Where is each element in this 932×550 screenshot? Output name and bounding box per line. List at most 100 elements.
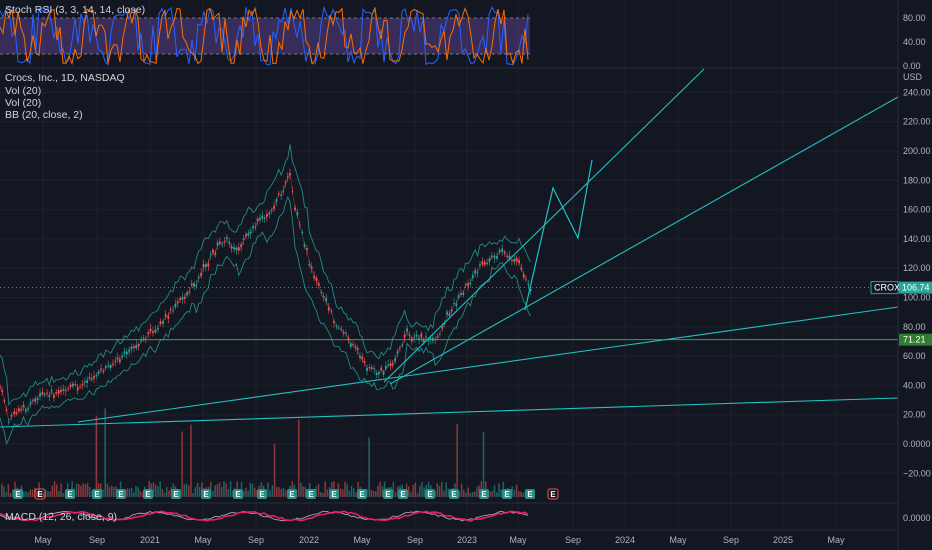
price-axis[interactable]: 240.00 220.00 200.00 180.00 160.00 140.00 120.… [903, 87, 931, 478]
volume-bar [342, 489, 344, 497]
price-candle [67, 388, 70, 390]
currency-label: USD [903, 72, 923, 82]
price-candle [20, 408, 23, 411]
macd-tick-label: 0.0000 [903, 513, 931, 523]
price-candle [15, 412, 18, 414]
price-candle [498, 249, 501, 252]
volume-bar [183, 484, 186, 497]
price-candle [441, 326, 444, 329]
volume-bar [106, 483, 109, 497]
indicator-label-3: BB (20, close, 2) [5, 109, 83, 121]
price-candle [439, 333, 441, 335]
price-candle [301, 231, 304, 233]
volume-bar [339, 488, 342, 497]
time-tick-label: Sep [407, 535, 423, 545]
price-candle [123, 351, 126, 353]
volume-bar [212, 490, 214, 497]
price-candle [501, 248, 504, 252]
macd-axis[interactable]: 0.0000 [903, 513, 931, 523]
volume-bar [36, 490, 38, 497]
volume-bar [460, 483, 463, 497]
volume-bar [89, 486, 91, 497]
price-candle [359, 355, 361, 358]
volume-bar [372, 490, 375, 497]
price-candle [488, 258, 491, 262]
volume-bar [276, 486, 278, 497]
volume-bar [49, 491, 51, 497]
volume-bar [489, 491, 491, 497]
volume-bar [137, 487, 139, 497]
price-candle [233, 247, 235, 250]
volume-bar [471, 491, 474, 497]
price-candle [382, 371, 385, 375]
volume-bar [412, 484, 414, 497]
time-axis[interactable]: May Sep 2021 May Sep 2022 May Sep 2023 May Sep 2024… [0, 529, 898, 545]
bollinger-upper [0, 144, 531, 406]
price-candle [256, 218, 259, 222]
price-candle [112, 363, 114, 365]
earnings-marker-box [171, 489, 181, 499]
volume-bar [51, 485, 54, 497]
volume-bar [465, 492, 467, 497]
earnings-marker-label: E [427, 490, 433, 499]
volume-bar [496, 492, 498, 497]
time-tick-label: 2023 [457, 535, 477, 545]
price-candle [205, 264, 207, 268]
price-candle [518, 259, 520, 264]
volume-bar [397, 486, 399, 497]
indicator-label-1: Vol (20) [5, 85, 41, 97]
price-candle [216, 242, 219, 246]
volume-bar [298, 419, 300, 497]
price-tick-label: 180.00 [903, 175, 931, 185]
trendline [389, 96, 899, 385]
volume-bar [392, 482, 395, 497]
price-candle [464, 284, 467, 286]
price-candle [308, 263, 311, 266]
price-candle [46, 392, 48, 394]
price-candle [188, 291, 191, 293]
time-tick-label: Sep [248, 535, 264, 545]
earnings-marker-box [547, 488, 559, 500]
price-tick-label: 20.00 [903, 410, 926, 420]
price-candle [97, 371, 100, 374]
price-candle [363, 360, 366, 363]
price-candle [474, 270, 477, 274]
earnings-marker-box [425, 489, 435, 499]
time-tick-label: May [353, 535, 371, 545]
price-candle [493, 255, 496, 259]
earnings-marker-box [13, 489, 23, 499]
volume-bar [45, 489, 47, 497]
volume-bar [95, 416, 98, 497]
volume-bar [38, 482, 40, 497]
price-candle [418, 337, 420, 340]
price-candle [389, 363, 392, 366]
price-candle [57, 389, 60, 394]
earnings-marker-box [502, 489, 512, 499]
price-candle [249, 231, 252, 234]
trendlines [0, 68, 899, 428]
price-candle [261, 215, 264, 219]
earnings-marker-label: E [359, 490, 365, 499]
price-candle [511, 260, 513, 261]
price-candle [48, 395, 51, 397]
volume-bar [249, 483, 252, 497]
time-tick-label: 2021 [140, 535, 160, 545]
volume-bar [227, 489, 230, 497]
price-candle [286, 176, 289, 178]
volume-bar [126, 488, 128, 497]
last-price-symbol-box [870, 281, 899, 295]
price-candle [83, 381, 86, 383]
price-candle [325, 297, 328, 302]
last-price-value: 106.74 [902, 283, 930, 293]
price-candle [515, 257, 518, 262]
stoch-rsi-axis[interactable]: 80.00 40.00 0.00 [903, 13, 926, 71]
price-candle [506, 256, 509, 257]
price-candle [479, 264, 481, 266]
price-candle [235, 247, 238, 251]
price-candle [1, 390, 4, 392]
price-tick-label: 120.00 [903, 263, 931, 273]
volume-bar [410, 492, 412, 497]
time-tick-label: 2024 [615, 535, 635, 545]
earnings-marker-label: E [118, 490, 124, 499]
